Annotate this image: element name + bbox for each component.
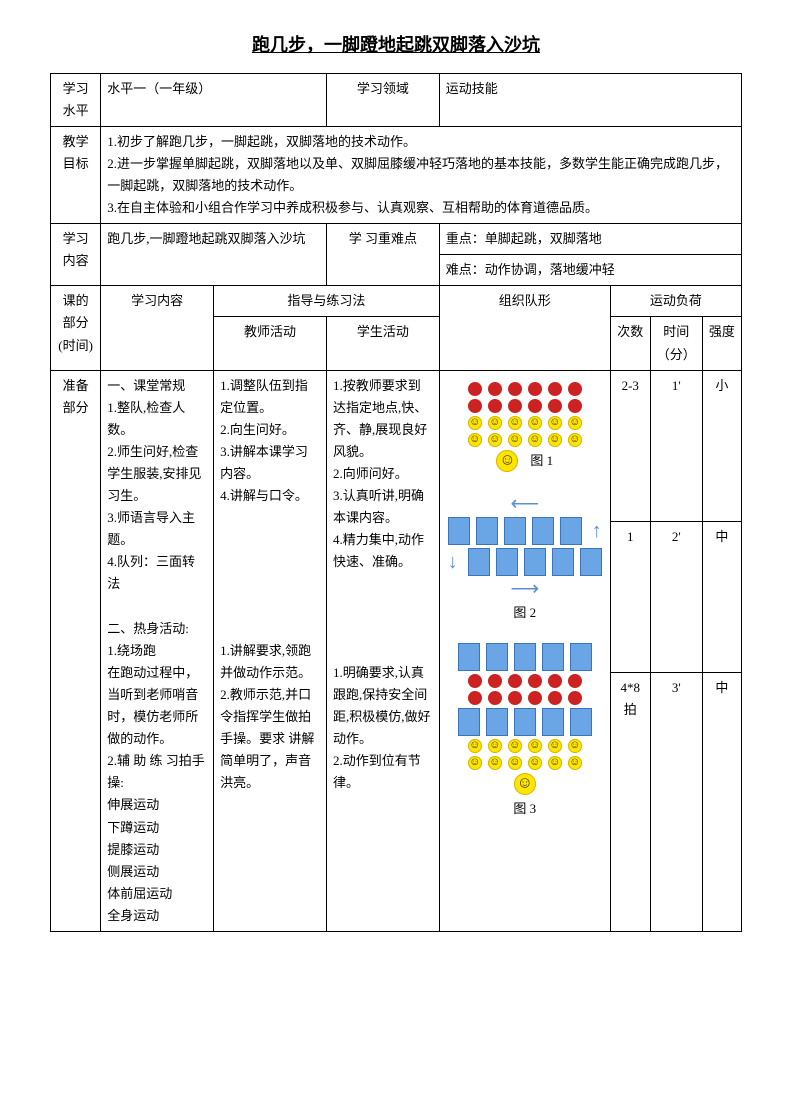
level-head: 学习水平 (51, 73, 101, 126)
int-2: 中 (702, 521, 741, 672)
int-3: 中 (702, 673, 741, 932)
times-1: 2-3 (610, 370, 650, 521)
min-3: 3' (650, 673, 702, 932)
learning-content: 一、课堂常规 1.整队,检查人数。 2.师生问好,检查学生服装,安排见习生。 3… (101, 370, 214, 931)
caption-3: 图 3 (448, 798, 602, 820)
goal-head: 教学目标 (51, 126, 101, 223)
col-times: 次数 (610, 317, 650, 370)
formation-cell: 图 1 ⟵ ↑ ↓ ⟶ 图 2 (439, 370, 610, 931)
keypoint-1: 重点：单脚起跳，双脚落地 (439, 224, 741, 255)
level-value: 水平一（一年级） (101, 73, 327, 126)
col-content: 学习内容 (101, 286, 214, 370)
times-2: 1 (610, 521, 650, 672)
page-title: 跑几步，一脚蹬地起跳双脚落入沙坑 (50, 30, 742, 61)
goal-value: 1.初步了解跑几步，一脚起跳，双脚落地的技术动作。 2.进一步掌握单脚起跳，双脚… (101, 126, 742, 223)
min-1: 1' (650, 370, 702, 521)
keypoint-head: 学 习重难点 (326, 224, 439, 286)
times-3: 4*8拍 (610, 673, 650, 932)
keypoint-2: 难点：动作协调，落地缓冲轻 (439, 255, 741, 286)
content-head: 学习内容 (51, 224, 101, 286)
arrow-up-icon: ↑ (592, 521, 602, 541)
formation-1: 图 1 (448, 382, 602, 472)
col-section: 课的部分(时间) (51, 286, 101, 370)
formation-3: 图 3 (448, 643, 602, 820)
lesson-plan-table: 学习水平 水平一（一年级） 学习领域 运动技能 教学目标 1.初步了解跑几步，一… (50, 73, 742, 932)
arrow-left-icon: ⟵ (510, 494, 539, 514)
teacher-activity: 1.调整队伍到指定位置。 2.向生问好。 3.讲解本课学习内容。 4.讲解与口令… (214, 370, 327, 931)
col-student: 学生活动 (326, 317, 439, 370)
col-intensity: 强度 (702, 317, 741, 370)
col-formation: 组织队形 (439, 286, 610, 370)
caption-1: 图 1 (530, 450, 553, 472)
col-load: 运动负荷 (610, 286, 741, 317)
student-activity: 1.按教师要求到达指定地点,快、齐、静,展现良好风貌。 2.向师问好。 3.认真… (326, 370, 439, 931)
int-1: 小 (702, 370, 741, 521)
col-teacher: 教师活动 (214, 317, 327, 370)
min-2: 2' (650, 521, 702, 672)
arrow-down-icon: ↓ (448, 552, 458, 572)
domain-head: 学习领域 (326, 73, 439, 126)
arrow-right-icon: ⟶ (510, 579, 539, 599)
section-label: 准备部分 (51, 370, 101, 931)
content-value: 跑几步,一脚蹬地起跳双脚落入沙坑 (101, 224, 327, 286)
caption-2: 图 2 (448, 602, 602, 624)
domain-value: 运动技能 (439, 73, 741, 126)
col-minutes: 时间（分） (650, 317, 702, 370)
col-guide: 指导与练习法 (214, 286, 440, 317)
formation-2: ⟵ ↑ ↓ ⟶ 图 2 (448, 494, 602, 624)
